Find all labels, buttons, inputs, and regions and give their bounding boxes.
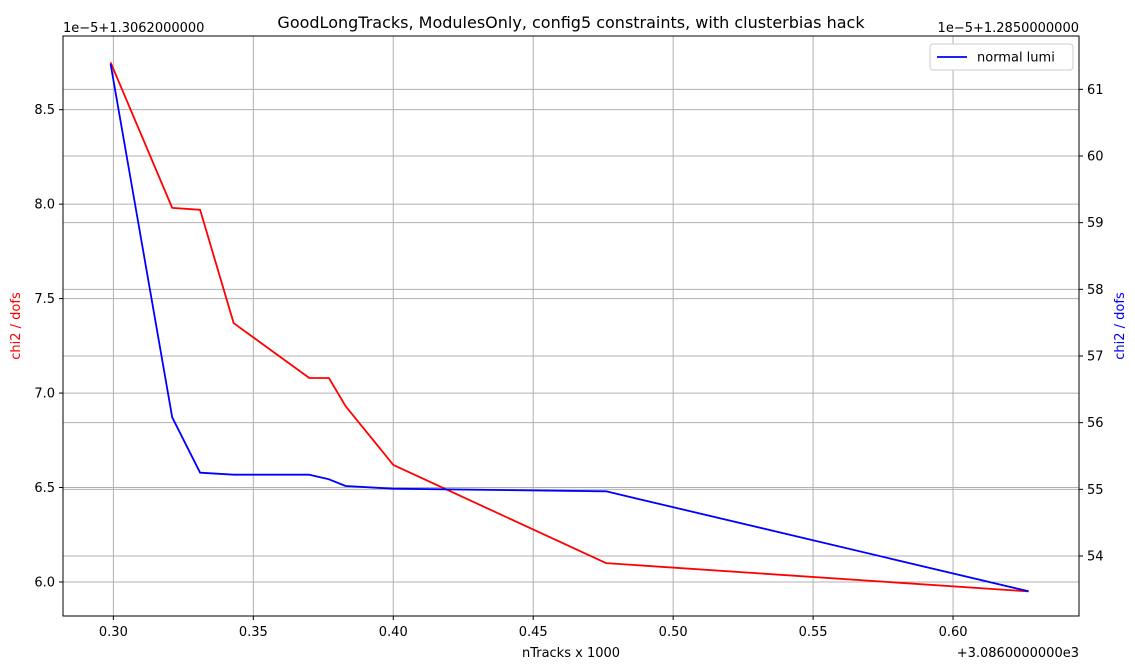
series-line-left-axis: [109, 62, 1029, 593]
y-right-tick-label: 58: [1087, 283, 1104, 298]
y-left-tick-label: 6.5: [34, 481, 55, 496]
x-offset-label: +3.0860000000e3: [957, 646, 1079, 661]
y-left-offset-label: 1e−5+1.3062000000: [63, 21, 204, 36]
series-layer: [109, 62, 1029, 593]
plot-frame: [62, 35, 1080, 617]
y-left-axis-ticks: 6.0 6.5 7.0 7.5 8.0 8.5: [34, 103, 63, 590]
y-right-offset-label: 1e−5+1.2850000000: [938, 21, 1079, 36]
x-tick-label: 0.45: [519, 625, 548, 640]
y-right-tick-label: 59: [1087, 216, 1104, 231]
grid-lines: [63, 36, 1079, 616]
y-right-tick-label: 60: [1087, 150, 1104, 165]
y-left-tick-label: 8.0: [34, 198, 55, 213]
x-tick-label: 0.40: [379, 625, 408, 640]
y-right-tick-label: 55: [1087, 483, 1104, 498]
x-tick-label: 0.60: [939, 625, 968, 640]
y-right-tick-label: 61: [1087, 83, 1104, 98]
series-line-right-axis: [109, 63, 1029, 593]
y-right-tick-label: 57: [1087, 350, 1104, 365]
chart-title: GoodLongTracks, ModulesOnly, config5 con…: [277, 13, 865, 32]
x-tick-label: 0.30: [99, 625, 128, 640]
y-left-axis-label: chi2 / dofs: [9, 292, 24, 360]
y-left-tick-label: 6.0: [34, 575, 55, 590]
y-left-tick-label: 7.0: [34, 387, 55, 402]
x-tick-label: 0.50: [659, 625, 688, 640]
x-tick-label: 0.35: [239, 625, 268, 640]
legend-label-normal-lumi: normal lumi: [977, 51, 1055, 66]
legend-box: [929, 43, 1074, 71]
y-left-tick-label: 7.5: [34, 292, 55, 307]
legend: normal lumi: [929, 43, 1074, 71]
y-right-axis-ticks: 54 55 56 57 58 59 60 61: [1079, 83, 1104, 565]
x-tick-label: 0.55: [799, 625, 828, 640]
y-right-tick-label: 56: [1087, 416, 1104, 431]
y-right-tick-label: 54: [1087, 550, 1104, 565]
y-right-axis-label: chi2 / dofs: [1113, 292, 1128, 360]
y-left-tick-label: 8.5: [34, 103, 55, 118]
x-axis-ticks: 0.30 0.35 0.40 0.45 0.50 0.55 0.60: [99, 616, 968, 640]
x-axis-label: nTracks x 1000: [522, 646, 620, 661]
